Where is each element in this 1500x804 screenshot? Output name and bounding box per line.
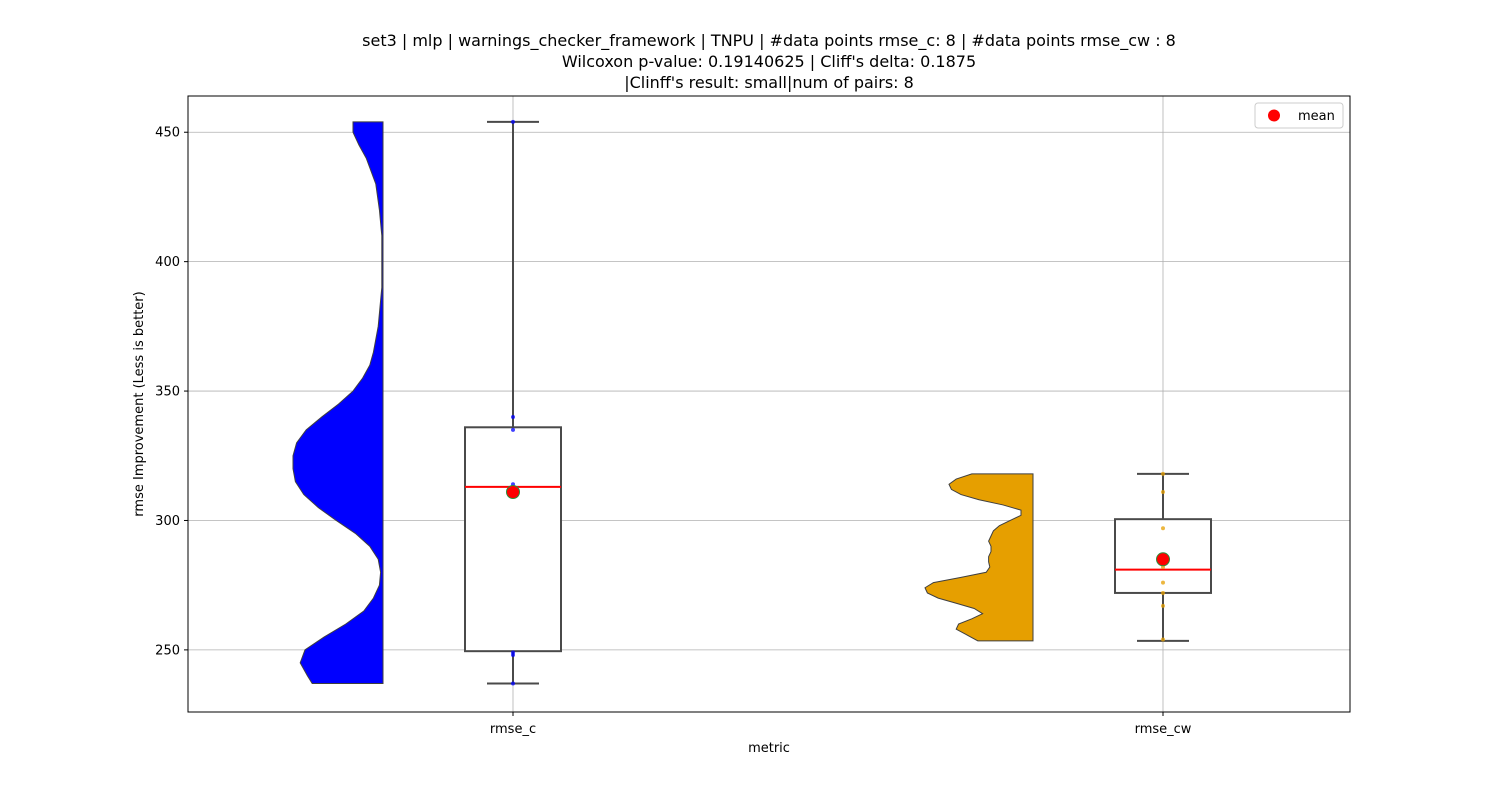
data-point-rmse_cw	[1161, 580, 1165, 585]
y-tick-label: 350	[155, 385, 180, 400]
y-tick-label: 450	[155, 126, 180, 141]
violin-layer	[292, 121, 1034, 685]
data-point-rmse_cw	[1161, 637, 1165, 642]
legend-box	[1254, 102, 1344, 129]
chart-title-line-3: |Clinff's result: small|num of pairs: 8	[624, 73, 914, 92]
data-point-rmse_cw	[1161, 603, 1165, 608]
data-point-rmse_c	[511, 427, 515, 432]
axis-layer: 250 300 350 400 450 rmse_c rmse_cw	[155, 95, 1351, 737]
chart-title-line-1: set3 | mlp | warnings_checker_framework …	[362, 31, 1176, 51]
mean-marker-rmse_c	[506, 485, 520, 499]
data-point-rmse_c	[511, 681, 515, 686]
x-tick-label: rmse_c	[490, 722, 536, 737]
violin-rmse_c	[292, 121, 384, 685]
y-tick-label: 300	[155, 514, 180, 529]
data-point-rmse_cw	[1161, 526, 1165, 531]
x-tick-label: rmse_cw	[1135, 722, 1192, 737]
violin-rmse_cw	[924, 473, 1034, 642]
legend-marker-mean	[1268, 109, 1280, 122]
y-tick-label: 400	[155, 255, 180, 270]
y-tick-label: 250	[155, 643, 180, 658]
box-iqr	[464, 426, 562, 653]
data-point-rmse_cw	[1161, 490, 1165, 494]
data-point-rmse_c	[511, 119, 515, 124]
mean-marker-rmse_cw	[1156, 552, 1170, 567]
plot-frame	[187, 95, 1351, 713]
data-point-rmse_cw	[1161, 590, 1165, 595]
point-layer	[506, 119, 1170, 686]
x-axis-label: metric	[748, 741, 790, 756]
y-axis-label: rmse Improvement (Less is better)	[132, 291, 147, 516]
legend: mean	[1254, 102, 1344, 129]
data-point-rmse_c	[511, 414, 515, 419]
data-point-rmse_cw	[1161, 471, 1165, 476]
chart-title-line-2: Wilcoxon p-value: 0.19140625 | Cliff's d…	[562, 52, 976, 71]
data-point-rmse_c	[511, 650, 515, 655]
legend-label-mean: mean	[1298, 109, 1335, 124]
